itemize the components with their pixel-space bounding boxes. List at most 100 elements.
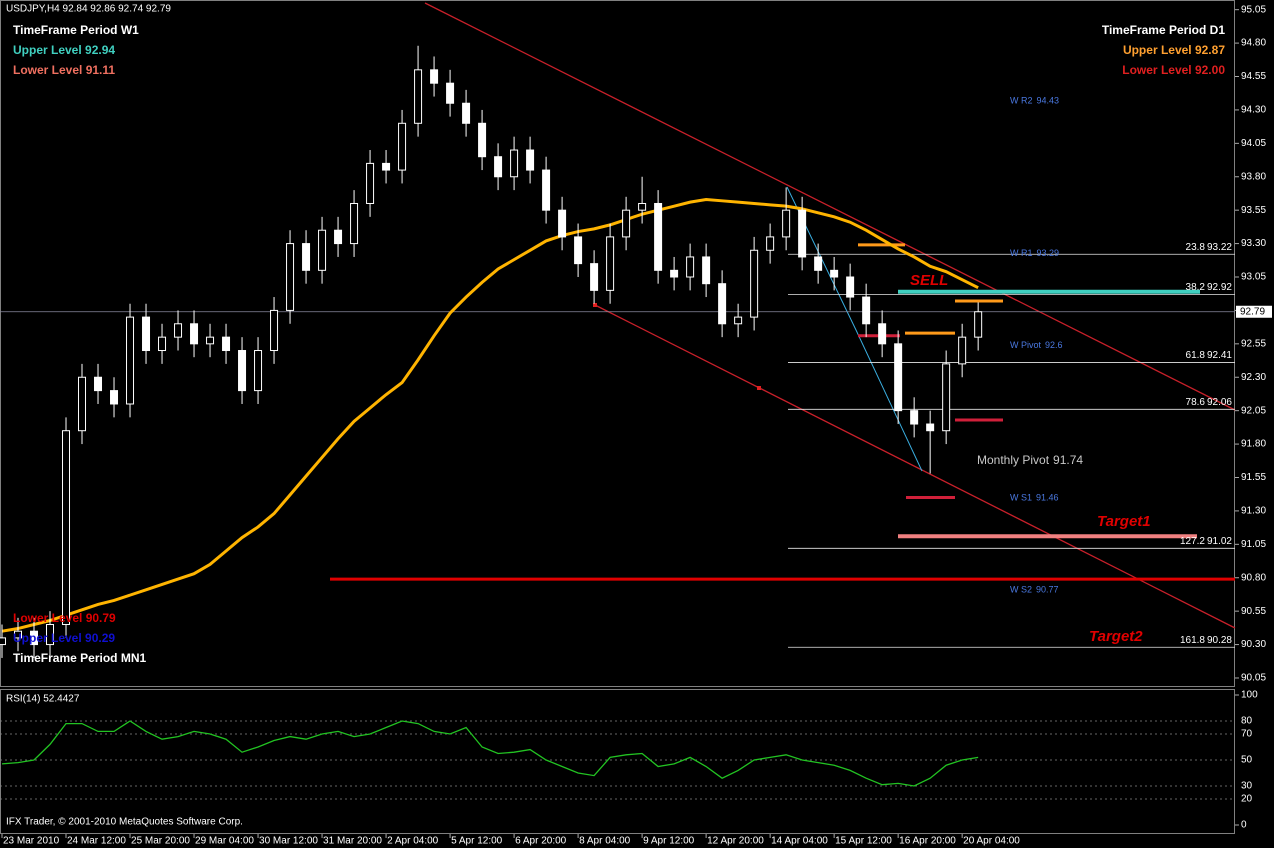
pivot-value: 92.6 bbox=[1045, 341, 1063, 351]
y-tick-label: 91.30 bbox=[1241, 506, 1266, 517]
x-tick-label: 23 Mar 2010 bbox=[3, 836, 60, 847]
rsi-tick-label: 70 bbox=[1241, 729, 1253, 740]
pivot-name: W Pivot bbox=[1010, 341, 1042, 351]
pivot-label: W R2 94.43 bbox=[1010, 96, 1059, 106]
target1: Target1 bbox=[1097, 513, 1151, 530]
info-w1-lower: Lower Level 91.11 bbox=[13, 63, 115, 77]
current-price-box bbox=[1236, 305, 1272, 318]
info-mn1-line: TimeFrame Period MN1 bbox=[13, 651, 146, 665]
y-tick-label: 94.80 bbox=[1241, 38, 1266, 49]
candle-body bbox=[238, 350, 247, 392]
rsi-tick-label: 50 bbox=[1241, 755, 1253, 766]
candle-body bbox=[318, 229, 327, 271]
candle-body bbox=[574, 236, 583, 265]
channel-upper bbox=[424, 2, 1236, 411]
candle-body bbox=[862, 296, 871, 325]
pivot-name: W R1 bbox=[1010, 248, 1033, 258]
rsi-tick-label: 100 bbox=[1241, 690, 1258, 701]
candle-body bbox=[350, 202, 359, 245]
info-w1-upper: Upper Level 92.94 bbox=[13, 43, 115, 57]
fib-ratio: 38.2 bbox=[1186, 282, 1206, 293]
candle-body bbox=[110, 390, 119, 405]
candle-body bbox=[334, 229, 343, 245]
zigzag bbox=[786, 186, 923, 472]
candle-body bbox=[622, 209, 631, 238]
rsi-panel-frame bbox=[0, 689, 1235, 834]
candle-body bbox=[718, 283, 727, 325]
candle-body bbox=[446, 82, 455, 104]
y-tick-label: 94.55 bbox=[1241, 71, 1266, 82]
fib-value: 91.02 bbox=[1207, 536, 1232, 547]
candle-body bbox=[254, 350, 263, 392]
candle-body bbox=[286, 243, 295, 311]
fib-value: 93.22 bbox=[1207, 242, 1232, 253]
y-tick-label: 92.30 bbox=[1241, 372, 1266, 383]
y-tick-label: 95.05 bbox=[1241, 4, 1266, 15]
candle-body bbox=[670, 269, 679, 278]
x-tick-label: 16 Apr 20:00 bbox=[899, 836, 956, 847]
x-tick-label: 6 Apr 20:00 bbox=[515, 836, 567, 847]
candle-body bbox=[654, 202, 663, 271]
candle-body bbox=[542, 169, 551, 211]
candle-body bbox=[878, 323, 887, 345]
candle-body bbox=[414, 69, 423, 124]
candle-body bbox=[14, 630, 23, 639]
candle-body bbox=[638, 202, 647, 211]
x-tick-label: 12 Apr 20:00 bbox=[707, 836, 764, 847]
y-tick-label: 93.30 bbox=[1241, 238, 1266, 249]
candle-body bbox=[526, 149, 535, 171]
rsi-title: RSI(14) 52.4427 bbox=[6, 694, 80, 705]
candle-body bbox=[126, 316, 135, 405]
candle-body bbox=[910, 410, 919, 425]
info-mn1-line: Lower Level 90.79 bbox=[13, 611, 116, 625]
pivot-label: W R1 93.29 bbox=[1010, 248, 1059, 258]
candle-body bbox=[798, 209, 807, 258]
rsi-tick-label: 20 bbox=[1241, 794, 1253, 805]
y-tick-label: 94.05 bbox=[1241, 138, 1266, 149]
candle-body bbox=[478, 122, 487, 158]
candle-body bbox=[606, 236, 615, 291]
x-tick-label: 5 Apr 12:00 bbox=[451, 836, 503, 847]
y-tick-label: 93.80 bbox=[1241, 171, 1266, 182]
y-tick-label: 94.30 bbox=[1241, 105, 1266, 116]
y-tick-label: 93.55 bbox=[1241, 205, 1266, 216]
candle-body bbox=[302, 243, 311, 271]
x-tick-label: 29 Mar 04:00 bbox=[195, 836, 254, 847]
target2: Target2 bbox=[1089, 628, 1143, 645]
candle-body bbox=[974, 311, 983, 338]
candle-body bbox=[750, 249, 759, 318]
candle-body bbox=[430, 69, 439, 84]
candle-body bbox=[46, 624, 55, 646]
candle-body bbox=[958, 336, 967, 365]
candle-body bbox=[174, 323, 183, 338]
candle-body bbox=[494, 156, 503, 178]
candle-body bbox=[766, 236, 775, 251]
candle-body bbox=[782, 209, 791, 238]
rsi-line bbox=[1, 720, 979, 787]
candle-body bbox=[366, 162, 375, 204]
candle-body bbox=[926, 423, 935, 432]
candle-body bbox=[830, 269, 839, 278]
pivot-name: Monthly Pivot bbox=[977, 453, 1050, 467]
y-tick-label: 90.30 bbox=[1241, 639, 1266, 650]
y-tick-label: 91.55 bbox=[1241, 472, 1266, 483]
candle-body bbox=[222, 336, 231, 352]
pivot-name: W S2 bbox=[1010, 585, 1032, 595]
candle-body bbox=[590, 263, 599, 291]
x-tick-label: 30 Mar 12:00 bbox=[259, 836, 318, 847]
candle-body bbox=[206, 336, 215, 345]
y-tick-label: 91.80 bbox=[1241, 439, 1266, 450]
rsi-tick-label: 30 bbox=[1241, 781, 1253, 792]
candle-body bbox=[942, 363, 951, 432]
fib-value: 90.28 bbox=[1207, 635, 1232, 646]
current-price-label: 92.79 bbox=[1240, 306, 1265, 317]
candle-body bbox=[382, 162, 391, 171]
channel-anchor bbox=[593, 303, 597, 307]
candle-body bbox=[30, 630, 39, 646]
candle-body bbox=[62, 430, 71, 626]
pivot-name: W R2 bbox=[1010, 96, 1033, 106]
pivot-value: 93.29 bbox=[1037, 248, 1060, 258]
